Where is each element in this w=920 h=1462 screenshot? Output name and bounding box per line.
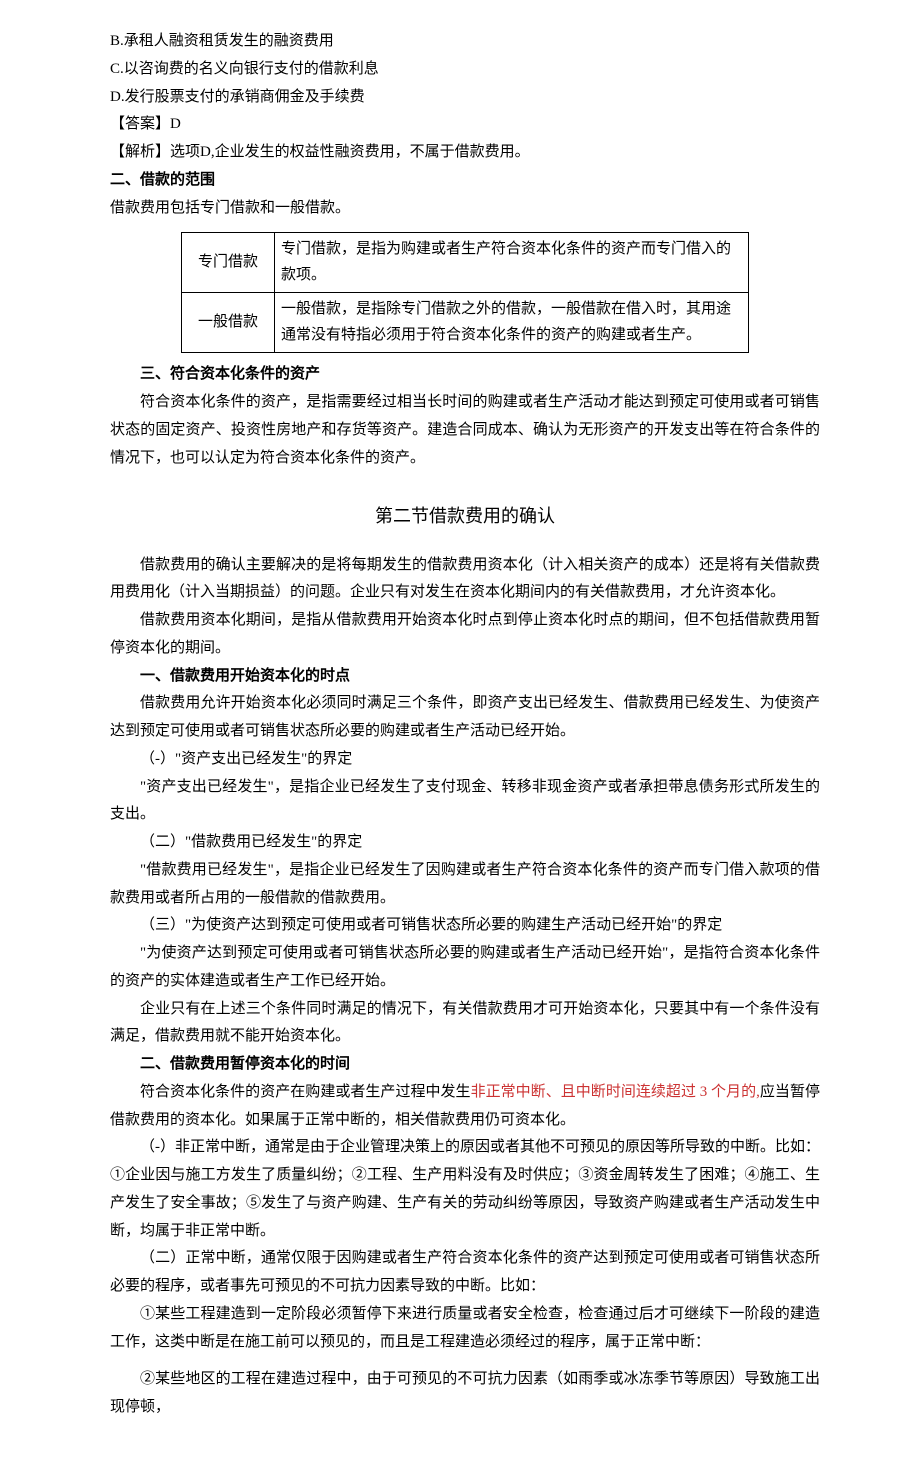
pause-p1b-red: 非正常中断、且中断时间连续超过 3 个月的, [471,1084,760,1100]
heading-scope: 二、借款的范围 [110,167,820,195]
pause-a: （-）非正常中断，通常是由于企业管理决策上的原因或者其他不可预见的原因等所导致的… [110,1134,820,1245]
cell-special-desc: 专门借款，是指为购建或者生产符合资本化条件的资产而专门借入的款项。 [275,233,749,293]
s2-para2: 借款费用资本化期间，是指从借款费用开始资本化时点到停止资本化时点的期间，但不包括… [110,607,820,663]
start-c1: "为使资产达到预定可使用或者可销售状态所必要的购建或者生产活动已经开始"，是指符… [110,940,820,996]
pause-b2: ②某些地区的工程在建造过程中，由于可预见的不可抗力因素（如雨季或冰冻季节等原因）… [110,1366,820,1422]
start-para1: 借款费用允许开始资本化必须同时满足三个条件，即资产支出已经发生、借款费用已经发生… [110,690,820,746]
pause-b1: ①某些工程建造到一定阶段必须暂停下来进行质量或者安全检查，检查通过后才可继续下一… [110,1301,820,1357]
cell-special-label: 专门借款 [182,233,275,293]
start-c: （三）"为使资产达到预定可使用或者可销售状态所必要的购建生产活动已经开始"的界定 [110,912,820,940]
start-para2: 企业只有在上述三个条件同时满足的情况下，有关借款费用才可开始资本化，只要其中有一… [110,996,820,1052]
start-a1: "资产支出已经发生"，是指企业已经发生了支付现金、转移非现金资产或者承担带息债务… [110,774,820,830]
pause-para1: 符合资本化条件的资产在购建或者生产过程中发生非正常中断、且中断时间连续超过 3 … [110,1079,820,1135]
option-d: D.发行股票支付的承销商佣金及手续费 [110,84,820,112]
spacer [110,1356,820,1366]
document-page: B.承租人融资租赁发生的融资费用 C.以咨询费的名义向银行支付的借款利息 D.发… [0,0,920,1462]
pause-p1a: 符合资本化条件的资产在购建或者生产过程中发生 [140,1084,471,1100]
s2-para1: 借款费用的确认主要解决的是将每期发生的借款费用资本化（计入相关资产的成本）还是将… [110,552,820,608]
answer-line: 【答案】D [110,111,820,139]
table-row: 一般借款 一般借款，是指除专门借款之外的借款，一般借款在借入时，其用途通常没有特… [182,293,749,353]
start-b: （二）"借款费用已经发生"的界定 [110,829,820,857]
option-c: C.以咨询费的名义向银行支付的借款利息 [110,56,820,84]
section-2-title: 第二节借款费用的确认 [110,500,820,533]
analysis-line: 【解析】选项D,企业发生的权益性融资费用，不属于借款费用。 [110,139,820,167]
table-row: 专门借款 专门借款，是指为购建或者生产符合资本化条件的资产而专门借入的款项。 [182,233,749,293]
asset-para: 符合资本化条件的资产，是指需要经过相当长时间的购建或者生产活动才能达到预定可使用… [110,389,820,472]
cell-general-label: 一般借款 [182,293,275,353]
start-b1: "借款费用已经发生"，是指企业已经发生了因购建或者生产符合资本化条件的资产而专门… [110,857,820,913]
option-b: B.承租人融资租赁发生的融资费用 [110,28,820,56]
pause-b: （二）正常中断，通常仅限于因购建或者生产符合资本化条件的资产达到预定可使用或者可… [110,1245,820,1301]
start-a: （-）"资产支出已经发生"的界定 [110,746,820,774]
loan-table: 专门借款 专门借款，是指为购建或者生产符合资本化条件的资产而专门借入的款项。 一… [181,232,749,353]
cell-general-desc: 一般借款，是指除专门借款之外的借款，一般借款在借入时，其用途通常没有特指必须用于… [275,293,749,353]
heading-start: 一、借款费用开始资本化的时点 [110,663,820,691]
scope-intro: 借款费用包括专门借款和一般借款。 [110,195,820,223]
heading-asset: 三、符合资本化条件的资产 [110,361,820,389]
heading-pause: 二、借款费用暂停资本化的时间 [110,1051,820,1079]
